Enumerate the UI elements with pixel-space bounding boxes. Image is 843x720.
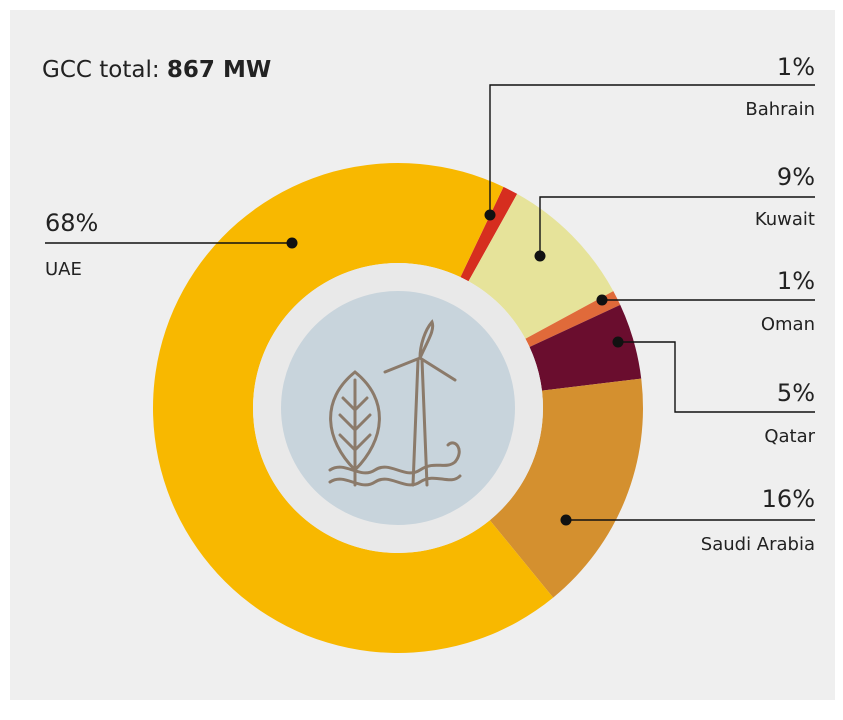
value-label: 1% xyxy=(777,267,815,295)
slice xyxy=(460,186,518,282)
value-label: 68% xyxy=(45,209,98,237)
value-label: 16% xyxy=(762,485,815,513)
category-label: Qatar xyxy=(764,426,815,447)
category-label: Saudi Arabia xyxy=(701,534,815,555)
leader-line xyxy=(618,341,815,413)
value-label: 1% xyxy=(777,53,815,81)
leader-dot xyxy=(560,514,572,526)
leader-dot xyxy=(286,237,298,249)
category-label: UAE xyxy=(45,259,82,280)
slice xyxy=(489,378,643,598)
chart-title: GCC total: 867 MW xyxy=(42,57,271,83)
slices xyxy=(152,163,643,654)
category-label: Bahrain xyxy=(745,99,815,120)
leader-dot xyxy=(612,336,624,348)
category-label: Oman xyxy=(761,314,815,335)
slice xyxy=(152,163,554,654)
slice xyxy=(525,291,621,347)
leader-dot xyxy=(484,209,496,221)
category-label: Kuwait xyxy=(755,209,815,230)
value-label: 5% xyxy=(777,379,815,407)
icon-bg xyxy=(281,291,515,525)
slice xyxy=(529,304,642,391)
value-label: 9% xyxy=(777,163,815,191)
slice xyxy=(468,193,614,339)
title-text: GCC total: xyxy=(42,57,160,83)
leader-dot xyxy=(534,250,546,262)
icon xyxy=(328,319,462,487)
leader-dot xyxy=(596,294,608,306)
leader-line xyxy=(539,196,815,256)
labels: 1% Bahrain 9% Kuwait 1% Oman 5% Qatar 16% Saudi A… xyxy=(45,53,816,555)
leader-line xyxy=(489,84,815,215)
title-value: 867 MW xyxy=(167,57,271,83)
